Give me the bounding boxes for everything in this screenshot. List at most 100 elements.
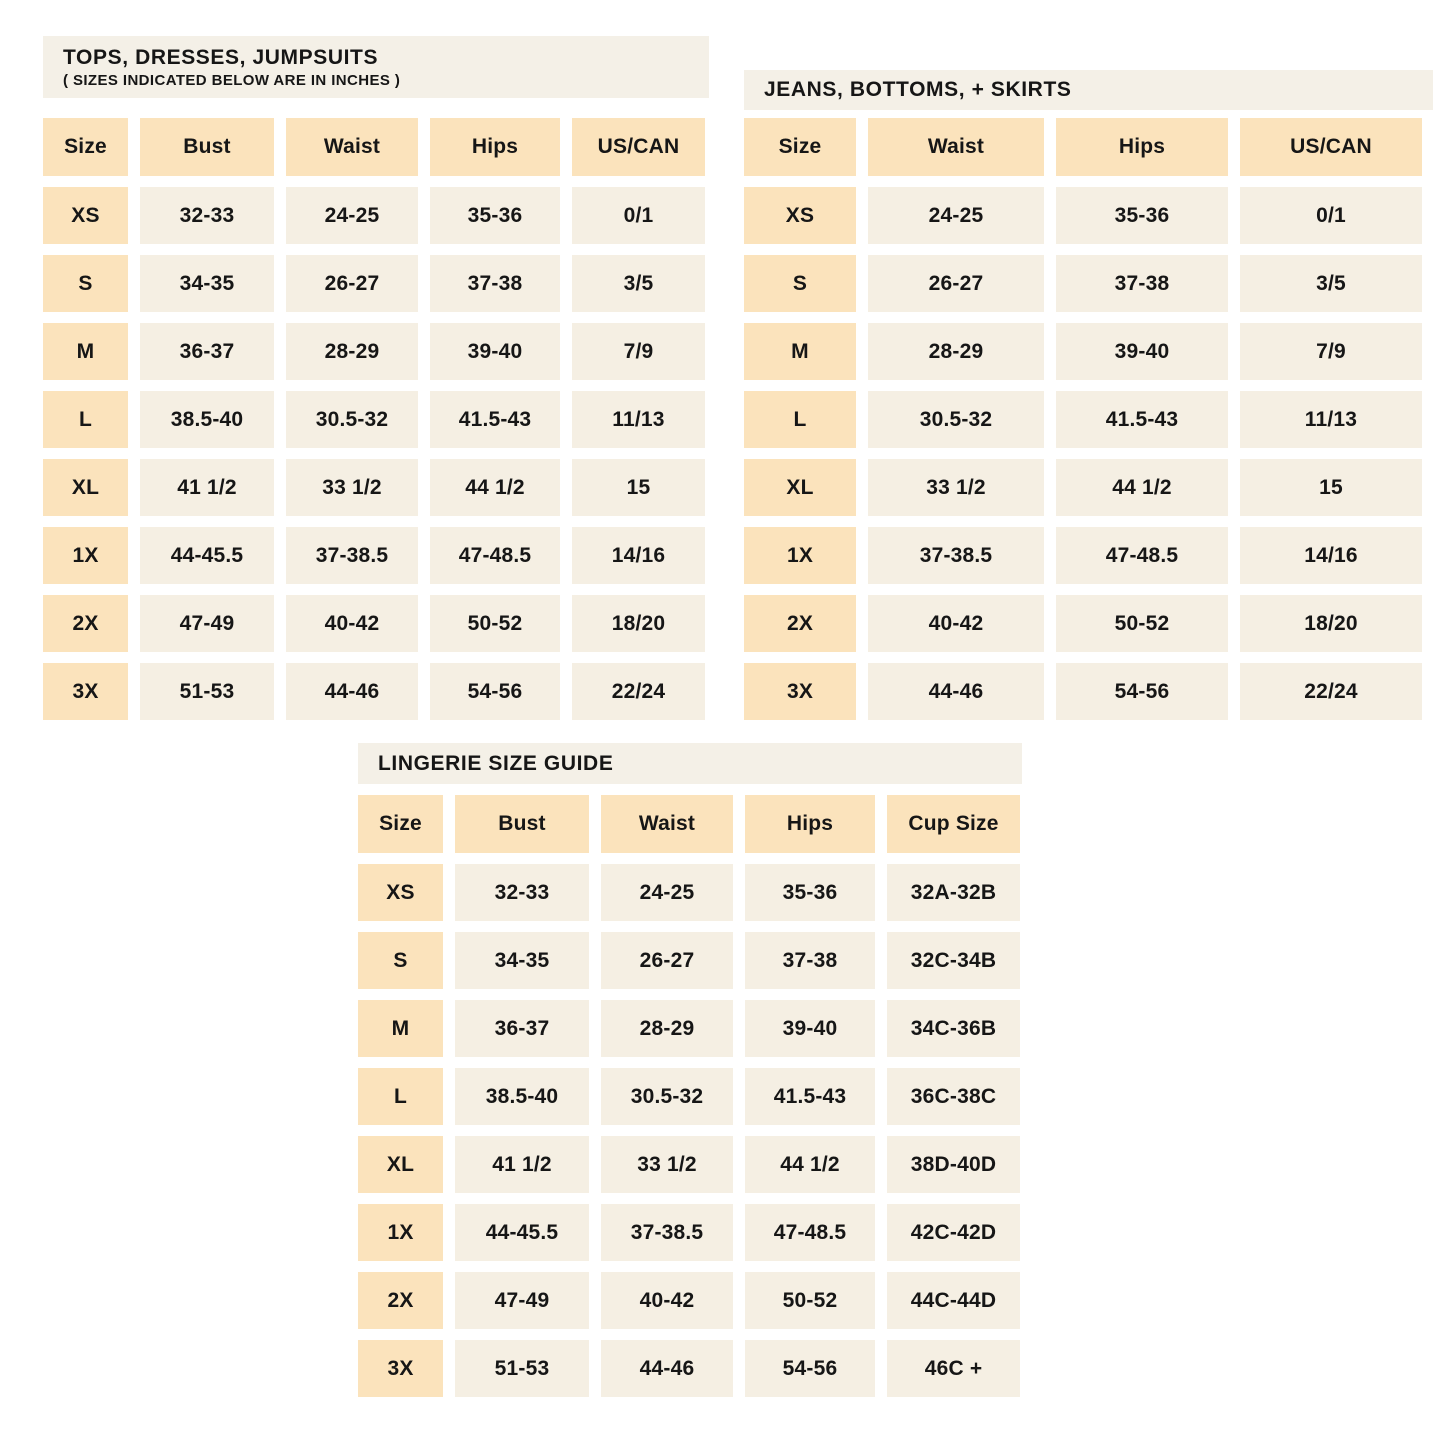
- jeans-size-label-cell: 3X: [744, 663, 856, 720]
- tops-value-cell: 24-25: [286, 187, 418, 244]
- jeans-value-cell: 44 1/2: [1056, 459, 1228, 516]
- tops-value-cell: 28-29: [286, 323, 418, 380]
- lingerie-value-cell: 40-42: [601, 1272, 733, 1329]
- tops-size-label-cell: L: [43, 391, 128, 448]
- tops-value-cell: 36-37: [140, 323, 274, 380]
- lingerie-value-cell: 35-36: [745, 864, 875, 921]
- lingerie-value-cell: 46C +: [887, 1340, 1020, 1397]
- tops-value-cell: 44-46: [286, 663, 418, 720]
- jeans-value-cell: 47-48.5: [1056, 527, 1228, 584]
- lingerie-value-cell: 34C-36B: [887, 1000, 1020, 1057]
- lingerie-size-label-cell: M: [358, 1000, 443, 1057]
- tops-value-cell: 18/20: [572, 595, 705, 652]
- lingerie-value-cell: 44-45.5: [455, 1204, 589, 1261]
- lingerie-value-cell: 34-35: [455, 932, 589, 989]
- tops-size-label-cell: S: [43, 255, 128, 312]
- tops-value-cell: 32-33: [140, 187, 274, 244]
- jeans-table-grid: Size Waist Hips US/CAN XS 24-25 35-36 0/1 S 26-27…: [744, 118, 1433, 720]
- lingerie-size-label-cell: XL: [358, 1136, 443, 1193]
- lingerie-table-title: LINGERIE SIZE GUIDE: [378, 751, 614, 775]
- jeans-value-cell: 41.5-43: [1056, 391, 1228, 448]
- lingerie-table-grid: Size Bust Waist Hips Cup Size XS 32-33 24-25 35-…: [358, 795, 1022, 1397]
- jeans-value-cell: 44-46: [868, 663, 1044, 720]
- jeans-value-cell: 0/1: [1240, 187, 1422, 244]
- jeans-value-cell: 50-52: [1056, 595, 1228, 652]
- lingerie-value-cell: 33 1/2: [601, 1136, 733, 1193]
- lingerie-size-label-cell: 3X: [358, 1340, 443, 1397]
- lingerie-value-cell: 44C-44D: [887, 1272, 1020, 1329]
- tops-size-label-cell: XS: [43, 187, 128, 244]
- jeans-column-header-hips: Hips: [1056, 118, 1228, 176]
- tops-column-header-size: Size: [43, 118, 128, 176]
- lingerie-value-cell: 38D-40D: [887, 1136, 1020, 1193]
- lingerie-value-cell: 47-48.5: [745, 1204, 875, 1261]
- lingerie-value-cell: 50-52: [745, 1272, 875, 1329]
- tops-value-cell: 34-35: [140, 255, 274, 312]
- jeans-column-header-size: Size: [744, 118, 856, 176]
- lingerie-value-cell: 54-56: [745, 1340, 875, 1397]
- tops-table-title: TOPS, DRESSES, JUMPSUITS: [63, 45, 379, 69]
- jeans-value-cell: 3/5: [1240, 255, 1422, 312]
- jeans-column-header-us-can: US/CAN: [1240, 118, 1422, 176]
- jeans-value-cell: 30.5-32: [868, 391, 1044, 448]
- lingerie-value-cell: 26-27: [601, 932, 733, 989]
- lingerie-column-header-cup-size: Cup Size: [887, 795, 1020, 853]
- lingerie-value-cell: 32A-32B: [887, 864, 1020, 921]
- jeans-value-cell: 33 1/2: [868, 459, 1044, 516]
- lingerie-value-cell: 38.5-40: [455, 1068, 589, 1125]
- tops-value-cell: 7/9: [572, 323, 705, 380]
- jeans-value-cell: 15: [1240, 459, 1422, 516]
- lingerie-value-cell: 37-38: [745, 932, 875, 989]
- jeans-size-label-cell: L: [744, 391, 856, 448]
- lingerie-size-label-cell: S: [358, 932, 443, 989]
- tops-value-cell: 40-42: [286, 595, 418, 652]
- tops-value-cell: 51-53: [140, 663, 274, 720]
- jeans-value-cell: 54-56: [1056, 663, 1228, 720]
- lingerie-value-cell: 36C-38C: [887, 1068, 1020, 1125]
- tops-value-cell: 14/16: [572, 527, 705, 584]
- tops-column-header-waist: Waist: [286, 118, 418, 176]
- jeans-value-cell: 7/9: [1240, 323, 1422, 380]
- lingerie-table-title-bar: LINGERIE SIZE GUIDE: [358, 743, 1022, 784]
- lingerie-value-cell: 47-49: [455, 1272, 589, 1329]
- jeans-value-cell: 18/20: [1240, 595, 1422, 652]
- tops-value-cell: 37-38: [430, 255, 560, 312]
- tops-value-cell: 33 1/2: [286, 459, 418, 516]
- jeans-value-cell: 39-40: [1056, 323, 1228, 380]
- tops-value-cell: 47-48.5: [430, 527, 560, 584]
- tops-value-cell: 30.5-32: [286, 391, 418, 448]
- jeans-value-cell: 26-27: [868, 255, 1044, 312]
- lingerie-column-header-bust: Bust: [455, 795, 589, 853]
- tops-value-cell: 50-52: [430, 595, 560, 652]
- lingerie-value-cell: 28-29: [601, 1000, 733, 1057]
- tops-value-cell: 37-38.5: [286, 527, 418, 584]
- jeans-value-cell: 35-36: [1056, 187, 1228, 244]
- lingerie-value-cell: 30.5-32: [601, 1068, 733, 1125]
- tops-value-cell: 11/13: [572, 391, 705, 448]
- lingerie-size-label-cell: 1X: [358, 1204, 443, 1261]
- jeans-size-label-cell: S: [744, 255, 856, 312]
- tops-value-cell: 41.5-43: [430, 391, 560, 448]
- jeans-table-title: JEANS, BOTTOMS, + SKIRTS: [764, 78, 1072, 101]
- tops-dresses-jumpsuits-table: TOPS, DRESSES, JUMPSUITS ( SIZES INDICAT…: [43, 36, 709, 720]
- lingerie-value-cell: 44-46: [601, 1340, 733, 1397]
- jeans-size-label-cell: M: [744, 323, 856, 380]
- lingerie-size-label-cell: L: [358, 1068, 443, 1125]
- jeans-size-label-cell: XL: [744, 459, 856, 516]
- lingerie-column-header-size: Size: [358, 795, 443, 853]
- lingerie-value-cell: 42C-42D: [887, 1204, 1020, 1261]
- tops-size-label-cell: 3X: [43, 663, 128, 720]
- tops-size-label-cell: 1X: [43, 527, 128, 584]
- jeans-value-cell: 14/16: [1240, 527, 1422, 584]
- tops-value-cell: 35-36: [430, 187, 560, 244]
- jeans-value-cell: 28-29: [868, 323, 1044, 380]
- jeans-value-cell: 22/24: [1240, 663, 1422, 720]
- tops-value-cell: 0/1: [572, 187, 705, 244]
- lingerie-value-cell: 24-25: [601, 864, 733, 921]
- lingerie-value-cell: 39-40: [745, 1000, 875, 1057]
- lingerie-column-header-waist: Waist: [601, 795, 733, 853]
- lingerie-value-cell: 37-38.5: [601, 1204, 733, 1261]
- jeans-table-title-bar: JEANS, BOTTOMS, + SKIRTS: [744, 70, 1433, 110]
- lingerie-value-cell: 32-33: [455, 864, 589, 921]
